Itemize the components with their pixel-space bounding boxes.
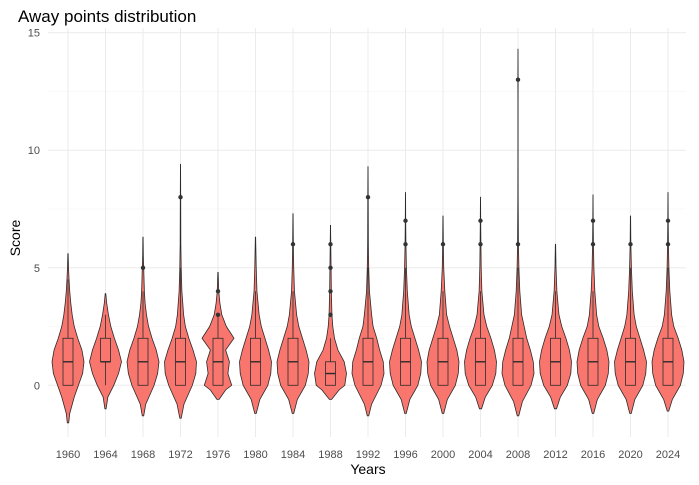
outlier-point — [140, 265, 146, 270]
outlier-point — [665, 242, 671, 247]
outlier-point — [215, 312, 221, 317]
violin-group — [576, 194, 610, 414]
x-tick-label: 2016 — [581, 449, 605, 461]
x-tick-label: 1964 — [93, 449, 117, 461]
violin-group — [314, 225, 347, 400]
y-axis-ticks: 0 5 10 15 — [28, 28, 40, 393]
y-tick-label: 5 — [34, 263, 40, 275]
violin-group — [539, 243, 572, 410]
violin-group — [426, 215, 460, 414]
outlier-point — [440, 242, 446, 247]
outlier-point — [328, 265, 333, 270]
x-tick-label: 1996 — [393, 449, 417, 461]
violins — [51, 48, 685, 424]
x-tick-label: 2020 — [618, 449, 642, 461]
violin-group — [501, 48, 535, 417]
outlier-point — [365, 195, 371, 200]
violin-group — [164, 163, 197, 419]
outlier-point — [403, 242, 408, 247]
outlier-point — [515, 77, 521, 82]
outlier-point — [478, 218, 483, 223]
outlier-point — [215, 289, 221, 294]
violin-group — [614, 215, 647, 414]
outlier-point — [590, 242, 596, 247]
outlier-point — [515, 242, 521, 247]
outlier-point — [178, 195, 183, 200]
chart-title: Away points distribution — [18, 7, 196, 26]
y-tick-label: 10 — [28, 145, 40, 157]
x-tick-label: 1992 — [356, 449, 380, 461]
violin-group — [351, 166, 385, 417]
outlier-point — [290, 242, 296, 247]
violin-group — [89, 293, 122, 410]
y-axis-title: Score — [7, 220, 23, 257]
outlier-point — [665, 218, 671, 223]
x-tick-label: 2008 — [506, 449, 530, 461]
outlier-point — [403, 218, 408, 223]
x-tick-label: 1968 — [131, 449, 155, 461]
violin-group — [126, 236, 160, 417]
x-tick-label: 1972 — [168, 449, 192, 461]
violin-group — [51, 253, 85, 424]
x-tick-label: 1976 — [206, 449, 230, 461]
x-tick-label: 2024 — [656, 449, 680, 461]
outlier-point — [328, 289, 333, 294]
violin-group — [651, 192, 685, 412]
violin-group — [464, 196, 497, 410]
violin-group — [201, 272, 235, 400]
violin-shape — [501, 48, 535, 417]
x-axis-title: Years — [350, 461, 385, 477]
y-tick-label: 15 — [28, 28, 40, 40]
outlier-point — [590, 218, 596, 223]
x-tick-label: 1980 — [243, 449, 267, 461]
violin-group — [239, 236, 272, 414]
x-tick-label: 2004 — [468, 449, 492, 461]
outlier-point — [328, 312, 333, 317]
x-tick-label: 1984 — [281, 449, 305, 461]
outlier-point — [328, 242, 333, 247]
violin-group — [276, 213, 310, 414]
x-tick-label: 2000 — [431, 449, 455, 461]
x-tick-label: 2012 — [543, 449, 567, 461]
x-tick-label: 1960 — [56, 449, 80, 461]
outlier-point — [478, 242, 483, 247]
violin-group — [389, 192, 422, 414]
violin-shape — [314, 225, 347, 400]
x-axis-ticks: 1960 1964 1968 1972 1976 1980 1984 1988 1992 1996… — [56, 449, 680, 461]
x-tick-label: 1988 — [318, 449, 342, 461]
outlier-point — [628, 242, 633, 247]
box-iqr — [100, 337, 111, 363]
y-tick-label: 0 — [34, 380, 40, 392]
